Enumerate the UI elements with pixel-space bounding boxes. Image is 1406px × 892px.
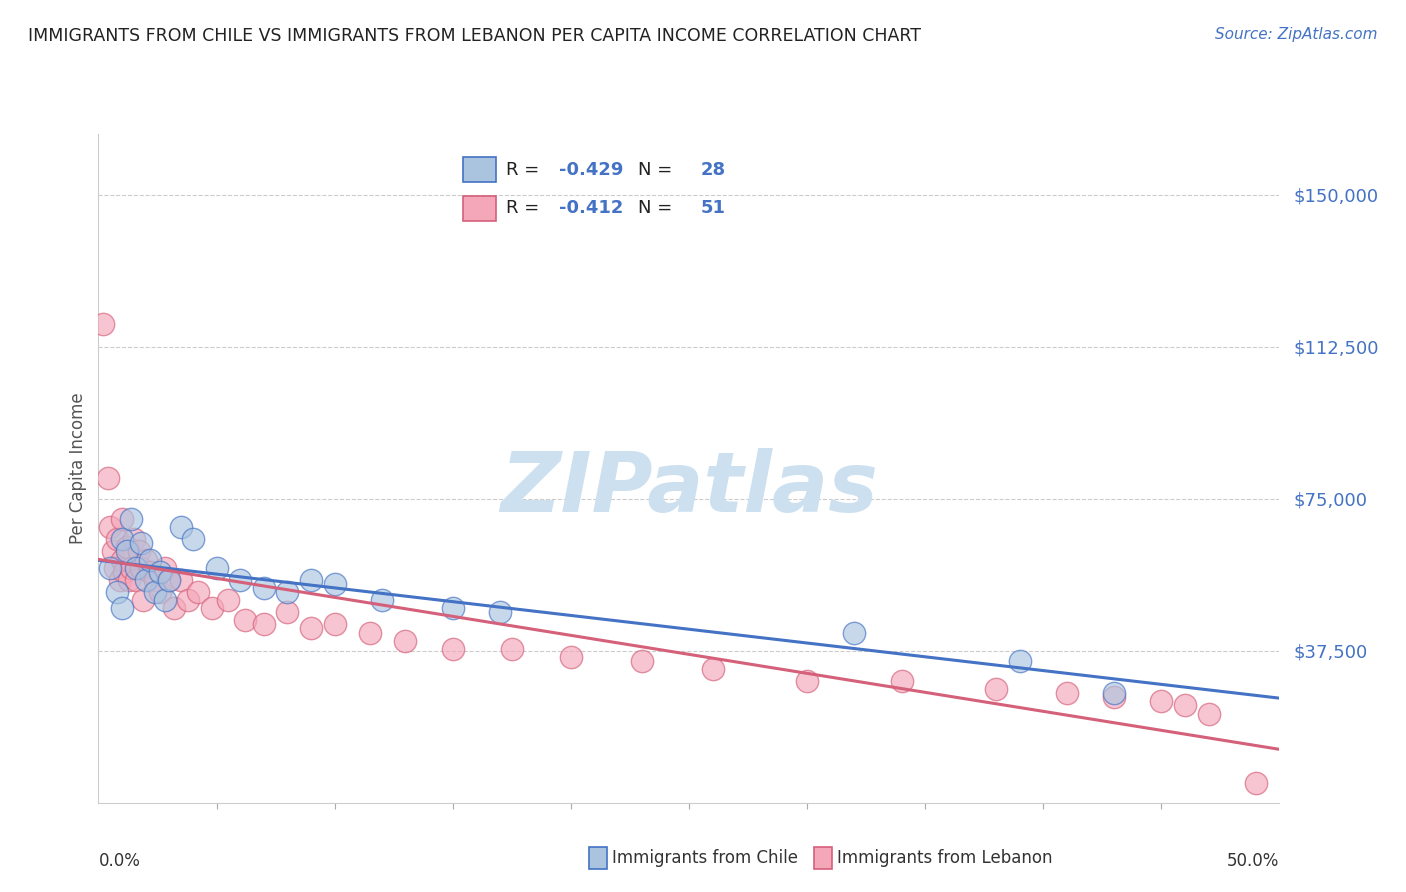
Point (299, 622, 322, 636)
Point (394, 633, 416, 648)
Point (135, 573, 157, 587)
Text: 50.0%: 50.0% (1227, 852, 1279, 870)
Point (157, 573, 180, 587)
Point (149, 565, 172, 579)
Point (115, 544, 138, 558)
Text: 0.0%: 0.0% (98, 852, 141, 870)
Point (163, 601, 186, 615)
Point (1150, 694, 1173, 708)
Point (181, 533, 204, 547)
Point (1102, 686, 1125, 700)
Point (560, 649, 582, 664)
Point (149, 585, 172, 599)
Text: Immigrants from Chile: Immigrants from Chile (612, 849, 797, 867)
Point (105, 585, 128, 599)
Point (177, 593, 200, 607)
Point (1056, 686, 1078, 700)
Point (441, 641, 464, 656)
Point (233, 613, 256, 627)
Y-axis label: Per Capita Income: Per Capita Income (69, 392, 87, 544)
Point (139, 565, 162, 579)
Point (98, 520, 121, 534)
Point (125, 560, 148, 574)
Point (108, 573, 131, 587)
Point (97, 471, 120, 485)
Point (157, 573, 180, 587)
Point (104, 560, 127, 574)
Point (253, 617, 276, 632)
Point (170, 520, 193, 534)
Text: Immigrants from Lebanon: Immigrants from Lebanon (837, 849, 1052, 867)
Point (125, 573, 148, 587)
Point (229, 573, 252, 587)
Point (217, 593, 239, 607)
Point (111, 533, 134, 547)
Point (299, 573, 322, 587)
Point (359, 625, 381, 640)
Point (276, 585, 298, 599)
Point (984, 682, 1007, 697)
Point (501, 641, 523, 656)
Point (796, 674, 818, 689)
Point (844, 625, 866, 640)
Point (1174, 698, 1197, 713)
Point (187, 585, 209, 599)
Point (112, 565, 135, 579)
Point (441, 601, 464, 615)
Point (111, 552, 134, 566)
Point (153, 593, 176, 607)
Point (128, 544, 150, 558)
Point (121, 560, 143, 574)
Point (1244, 775, 1267, 789)
Point (702, 662, 724, 676)
Point (101, 544, 124, 558)
Point (121, 512, 143, 526)
Point (129, 536, 152, 550)
Point (323, 577, 346, 591)
Point (139, 552, 162, 566)
Point (143, 573, 166, 587)
Point (1008, 654, 1031, 668)
Point (153, 560, 176, 574)
Point (111, 512, 134, 526)
Point (105, 533, 128, 547)
Point (201, 601, 224, 615)
Text: Source: ZipAtlas.com: Source: ZipAtlas.com (1215, 27, 1378, 42)
Point (132, 593, 155, 607)
Point (489, 605, 512, 619)
Point (115, 541, 138, 555)
Point (323, 617, 346, 632)
Point (205, 560, 228, 574)
Text: IMMIGRANTS FROM CHILE VS IMMIGRANTS FROM LEBANON PER CAPITA INCOME CORRELATION C: IMMIGRANTS FROM CHILE VS IMMIGRANTS FROM… (28, 27, 921, 45)
Point (91, 318, 114, 332)
Point (170, 573, 193, 587)
Point (630, 654, 652, 668)
Point (135, 552, 157, 566)
Point (122, 533, 145, 547)
Point (129, 560, 152, 574)
Point (371, 593, 394, 607)
Point (1102, 690, 1125, 705)
Point (118, 573, 141, 587)
Point (1198, 706, 1220, 721)
Point (276, 605, 298, 619)
Point (143, 585, 166, 599)
Point (111, 601, 134, 615)
Point (98, 560, 121, 574)
Point (253, 581, 276, 595)
Text: ZIPatlas: ZIPatlas (501, 448, 877, 529)
Point (890, 674, 912, 689)
